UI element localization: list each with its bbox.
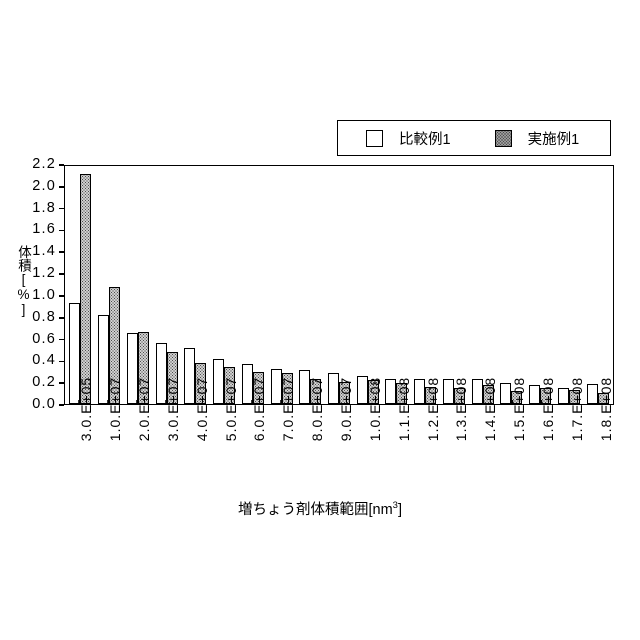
x-axis-tick-label: 4.0.E+07 — [195, 377, 209, 441]
y-axis-tick-label: 2.0 — [32, 178, 56, 194]
y-axis-tick-label: 1.4 — [32, 243, 56, 259]
x-axis-tick: 2.0.E+07 — [123, 405, 152, 485]
x-axis-tick: 3.0.E+07 — [152, 405, 181, 485]
bar-comparative — [587, 384, 598, 404]
x-axis-tick: 1.8.E+08 — [584, 405, 613, 485]
legend-label-comparative: 比較例1 — [399, 128, 451, 149]
bar-group — [238, 166, 267, 404]
y-axis-tick-label: 0.0 — [32, 396, 56, 412]
x-axis-tick-label: 1.2.E+08 — [426, 377, 440, 441]
bar-group — [210, 166, 239, 404]
legend-entry-example: 実施例1 — [495, 121, 580, 155]
y-axis-tick-label: 1.2 — [32, 265, 56, 281]
bar-example — [80, 174, 91, 404]
x-axis-tick-label: 3.0.E+07 — [166, 377, 180, 441]
x-axis-tick-label: 1.4.E+08 — [483, 377, 497, 441]
x-axis-tick-label: 1.0.E+07 — [108, 377, 122, 441]
x-axis-tick: 5.0.E+07 — [209, 405, 238, 485]
x-axis-tick: 1.0.E+07 — [94, 405, 123, 485]
x-axis-tick: 1.0.E+08 — [353, 405, 382, 485]
x-axis-tick: 1.4.E+08 — [469, 405, 498, 485]
x-axis-tick-label: 8.0.E+07 — [310, 377, 324, 441]
bar-chart-figure: 比較例1 実施例1 体積[%] 0.00.20.40.60.81.01.21.4… — [0, 0, 640, 640]
x-axis-title: 増ちょう剤体積範囲[nm3] — [0, 498, 640, 519]
x-axis-tick: 1.6.E+08 — [527, 405, 556, 485]
bar-group — [267, 166, 296, 404]
bar-group — [325, 166, 354, 404]
x-axis-title-tail: ] — [398, 502, 402, 518]
dotted-square-swatch-icon — [495, 130, 512, 147]
bar-group — [497, 166, 526, 404]
x-axis-tick: 4.0.E+07 — [180, 405, 209, 485]
x-axis-tick: 1.1.E+08 — [382, 405, 411, 485]
bar-comparative — [472, 379, 483, 404]
bar-comparative — [558, 388, 569, 404]
x-axis-tick-label: 1.8.E+08 — [599, 377, 613, 441]
x-axis-tick-label: 9.0.E+07 — [339, 377, 353, 441]
x-axis-tick: 7.0.E+07 — [267, 405, 296, 485]
bar-comparative — [500, 383, 511, 404]
chart-legend: 比較例1 実施例1 — [337, 120, 611, 156]
y-axis-tick-label: 2.2 — [32, 156, 56, 172]
bar-comparative — [529, 385, 540, 404]
x-axis-tick-label: 5.0.E+07 — [224, 377, 238, 441]
y-axis-tick-label: 0.4 — [32, 352, 56, 368]
y-axis-tick-label: 0.6 — [32, 331, 56, 347]
x-axis-tick-label: 1.5.E+08 — [512, 377, 526, 441]
bar-group — [468, 166, 497, 404]
x-axis-tick-label: 1.3.E+08 — [454, 377, 468, 441]
x-axis-tick-label: 1.1.E+08 — [397, 377, 411, 441]
x-axis-tick-label: 1.0.E+08 — [368, 377, 382, 441]
plot-area-frame — [64, 165, 614, 405]
x-axis-tick: 1.5.E+08 — [498, 405, 527, 485]
bar-group — [296, 166, 325, 404]
x-axis-tick-label: 3.0.E+05 — [79, 377, 93, 441]
bar-group — [382, 166, 411, 404]
x-axis-tick: 8.0.E+07 — [296, 405, 325, 485]
bar-comparative — [414, 379, 425, 404]
x-axis-tick-label: 2.0.E+07 — [137, 377, 151, 441]
x-axis-tick: 1.3.E+08 — [440, 405, 469, 485]
y-axis-tick-label: 1.6 — [32, 221, 56, 237]
x-axis-tick-label: 1.7.E+08 — [570, 377, 584, 441]
plot-area — [65, 166, 613, 404]
bar-group — [95, 166, 124, 404]
bar-group — [411, 166, 440, 404]
x-axis-tick-label: 6.0.E+07 — [252, 377, 266, 441]
bar-group — [152, 166, 181, 404]
bar-group — [583, 166, 612, 404]
y-axis-tick-label: 0.8 — [32, 309, 56, 325]
legend-label-example: 実施例1 — [528, 128, 580, 149]
legend-entry-comparative: 比較例1 — [366, 121, 451, 155]
bar-group — [440, 166, 469, 404]
x-axis-tick-label: 7.0.E+07 — [281, 377, 295, 441]
x-axis-ticks: 3.0.E+051.0.E+072.0.E+073.0.E+074.0.E+07… — [64, 405, 614, 485]
x-axis-tick: 1.2.E+08 — [411, 405, 440, 485]
bar-group — [554, 166, 583, 404]
x-axis-tick: 1.7.E+08 — [555, 405, 584, 485]
bar-group — [353, 166, 382, 404]
x-axis-tick: 6.0.E+07 — [238, 405, 267, 485]
x-axis-tick: 9.0.E+07 — [325, 405, 354, 485]
bar-group — [123, 166, 152, 404]
x-axis-tick: 3.0.E+05 — [65, 405, 94, 485]
y-axis-ticks: 0.00.20.40.60.81.01.21.41.61.82.02.2 — [0, 165, 64, 405]
open-square-swatch-icon — [366, 130, 383, 147]
y-axis-tick-label: 1.0 — [32, 287, 56, 303]
bar-group — [181, 166, 210, 404]
bar-group — [526, 166, 555, 404]
bar-comparative — [385, 379, 396, 404]
y-axis-tick-label: 0.2 — [32, 374, 56, 390]
bar-group — [66, 166, 95, 404]
x-axis-title-base: 増ちょう剤体積範囲[nm — [238, 502, 393, 518]
x-axis-tick-label: 1.6.E+08 — [541, 377, 555, 441]
y-axis-tick-label: 1.8 — [32, 200, 56, 216]
